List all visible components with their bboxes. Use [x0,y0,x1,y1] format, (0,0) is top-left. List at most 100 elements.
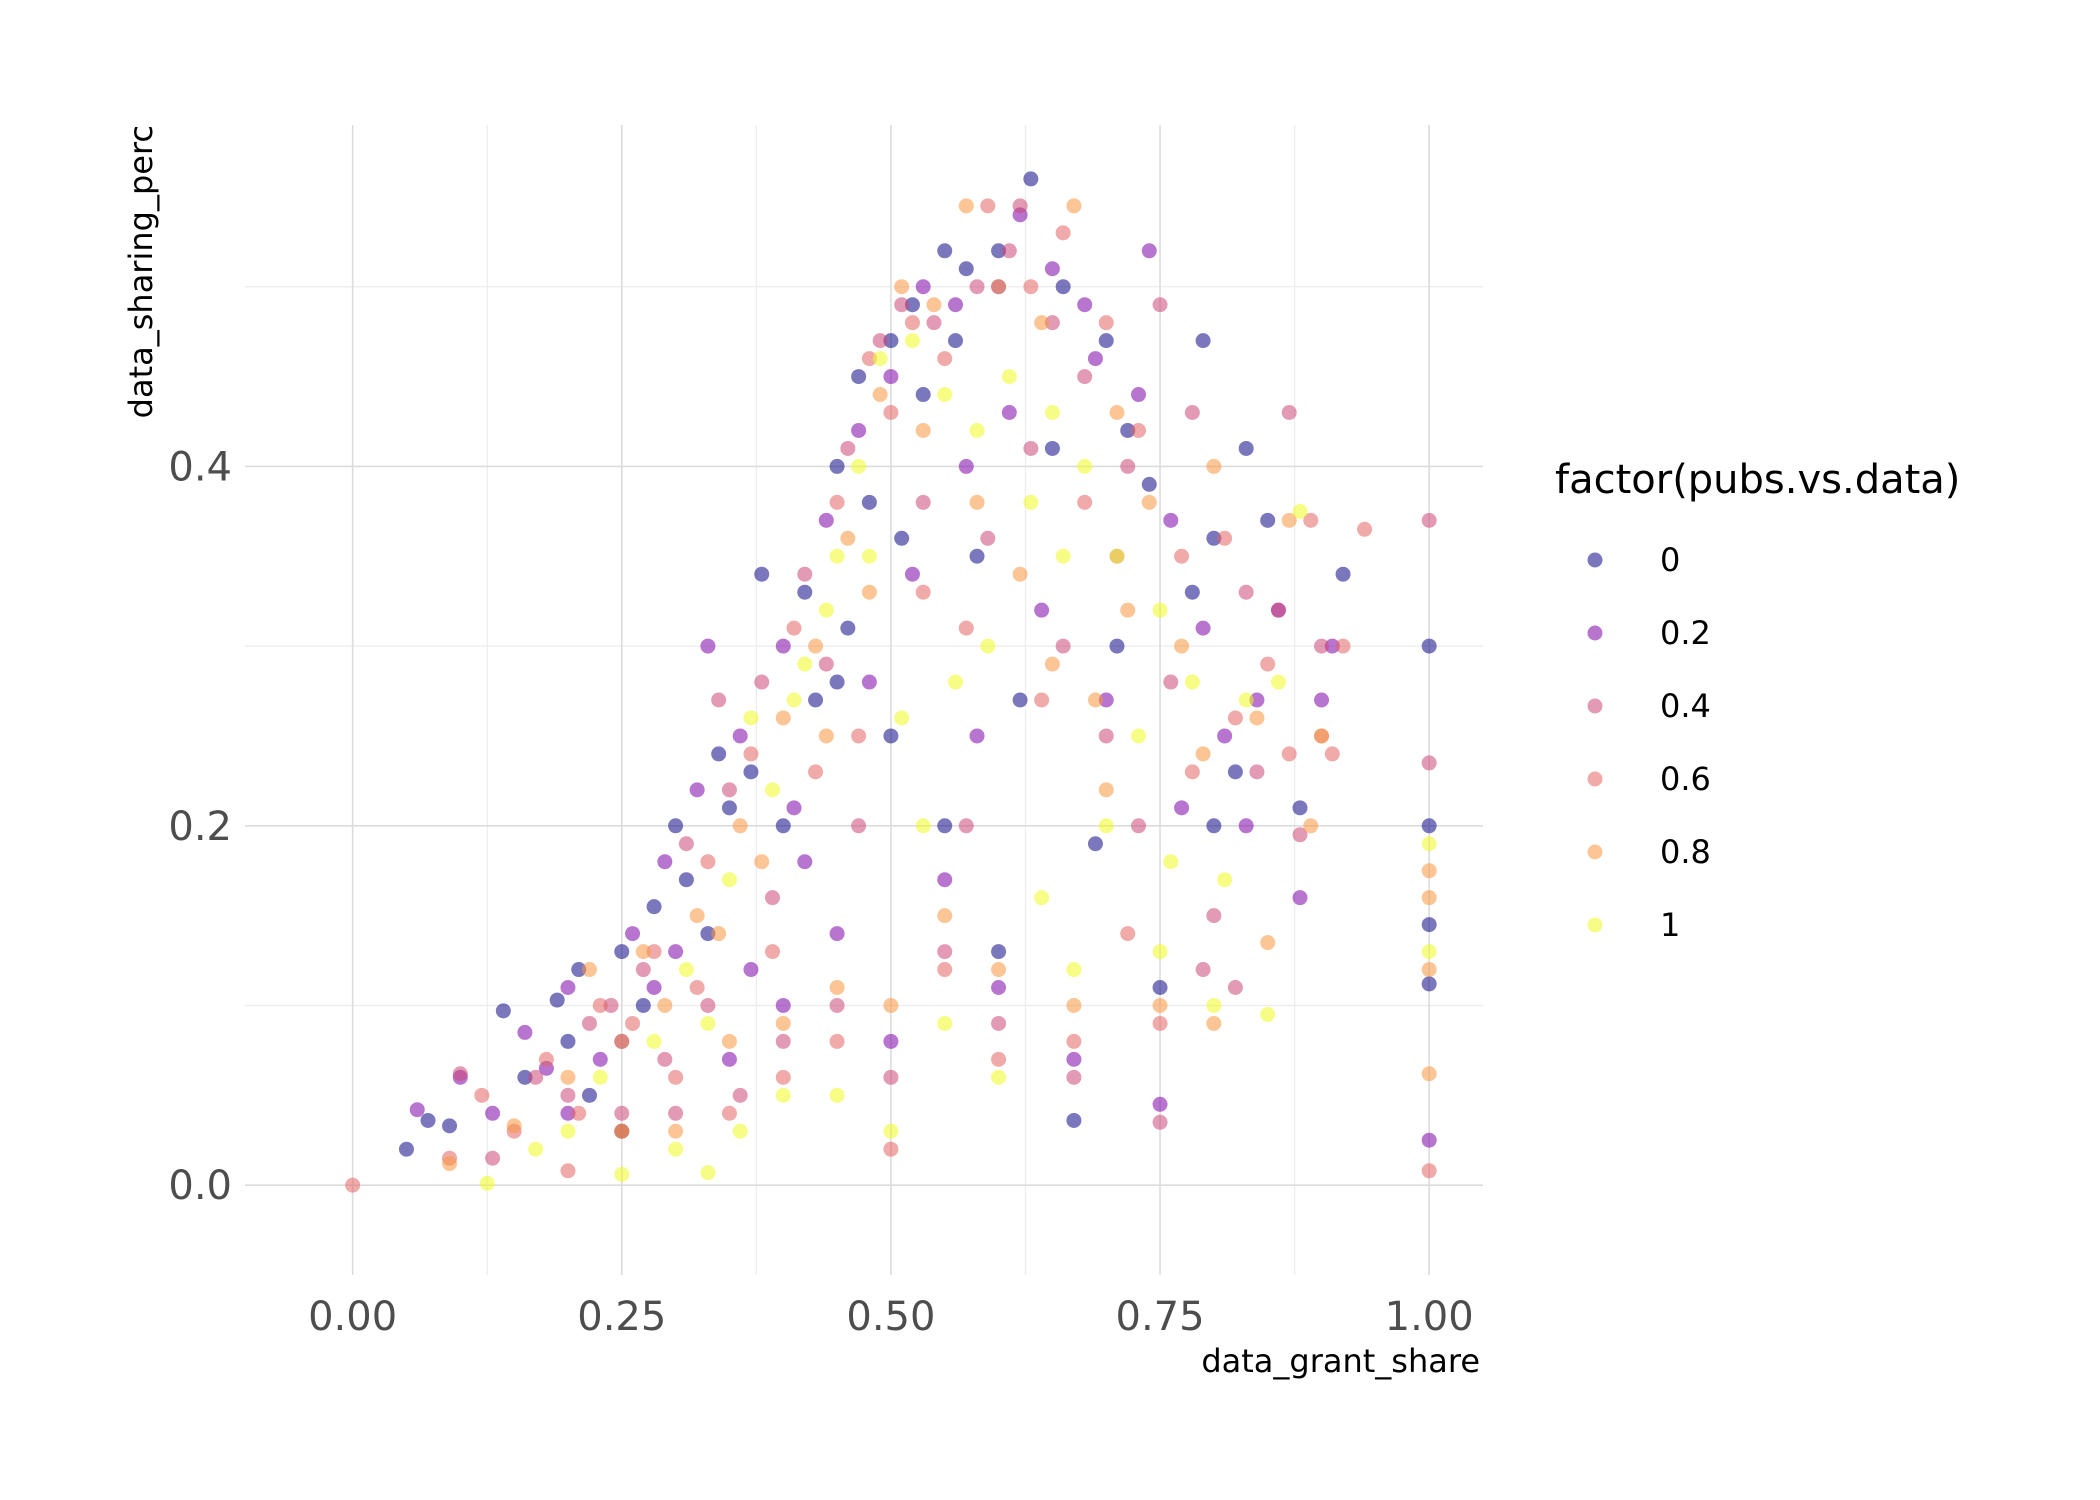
data-point [872,333,888,349]
data-point [1066,1033,1082,1049]
data-point [1131,728,1147,744]
data-point [980,638,996,654]
data-point [614,944,630,960]
x-tick-label: 0.25 [577,1294,666,1340]
legend-label: 0.8 [1660,833,1711,871]
data-point [711,746,727,762]
data-point [420,1112,436,1128]
data-point [948,674,964,690]
data-point [700,997,716,1013]
legend-label: 0 [1660,541,1680,579]
data-point [1023,494,1039,510]
data-point [991,944,1007,960]
legend: factor(pubs.vs.data) 0 0.2 0.4 0.6 0.8 1 [1555,457,1960,944]
data-point [1066,962,1082,978]
data-point [818,728,834,744]
data-point [657,1051,673,1067]
legend-entries: 0 0.2 0.4 0.6 0.8 1 [1587,541,1711,944]
data-point [1184,674,1200,690]
legend-key [1587,844,1603,860]
major-gridlines [245,125,1483,1275]
data-point [1012,198,1028,214]
data-point [969,494,985,510]
data-point [1152,944,1168,960]
data-point [1421,818,1437,834]
data-point [1227,764,1243,780]
legend-key [1587,917,1603,933]
data-point [1098,782,1114,798]
data-point [775,1033,791,1049]
data-point [1421,638,1437,654]
data-point [1206,458,1222,474]
data-point [1023,440,1039,456]
data-point [1044,315,1060,331]
data-point [721,800,737,816]
data-point [1141,494,1157,510]
data-point [560,1033,576,1049]
data-point [904,333,920,349]
data-point [958,620,974,636]
data-point [754,854,770,870]
data-point [1292,890,1308,906]
data-point [1260,656,1276,672]
data-point [689,980,705,995]
data-point [1163,674,1179,690]
data-point [915,494,931,510]
data-points [345,171,1437,1193]
data-point [1206,908,1222,924]
data-point [937,1015,953,1031]
data-point [1066,997,1082,1013]
data-point [528,1141,544,1157]
data-point [592,1069,608,1085]
data-point [1292,800,1308,816]
data-point [786,800,802,816]
data-point [1098,315,1114,331]
data-point [1421,1163,1437,1179]
data-point [980,198,996,214]
x-axis-title: data_grant_share [1201,1342,1480,1380]
data-point [754,674,770,690]
data-point [1217,872,1233,888]
data-point [646,980,662,995]
data-point [883,728,899,744]
data-point [991,980,1007,995]
data-point [1184,584,1200,600]
data-point [1260,935,1276,951]
data-point [668,1069,684,1085]
data-point [808,692,824,708]
data-point [915,584,931,600]
data-point [894,710,910,726]
data-point [657,854,673,870]
data-point [1023,171,1039,187]
data-point [1174,548,1190,564]
data-point [1131,818,1147,834]
data-point [1206,1015,1222,1031]
data-point [818,512,834,528]
data-point [1249,764,1265,780]
data-point [1120,422,1136,438]
data-point [829,458,845,474]
data-point [668,818,684,834]
data-point [646,899,662,915]
data-point [614,1166,630,1182]
data-point [1195,620,1211,636]
data-point [904,297,920,313]
data-point [1087,351,1103,367]
data-point [678,872,694,888]
data-point [743,962,759,978]
data-point [915,387,931,403]
data-point [851,369,867,385]
data-point [1324,746,1340,762]
data-point [797,566,813,582]
data-point [937,872,953,888]
data-point [883,369,899,385]
data-point [743,710,759,726]
y-tick-label: 0.0 [168,1163,232,1209]
data-point [958,818,974,834]
data-point [1012,566,1028,582]
data-point [1163,854,1179,870]
data-point [614,1123,630,1139]
data-point [1034,602,1050,618]
data-point [829,997,845,1013]
data-point [883,997,899,1013]
